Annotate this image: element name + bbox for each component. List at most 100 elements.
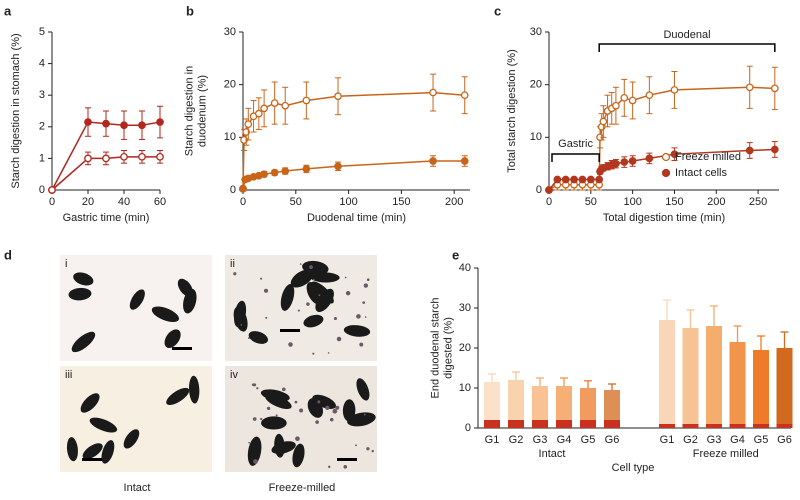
y-tick-label: 0 (230, 184, 236, 196)
y-tick-label: 10 (530, 131, 542, 143)
x-tick-label: 20 (82, 196, 94, 208)
data-point (281, 101, 290, 110)
cell (101, 440, 115, 464)
x-tick-label: 150 (392, 196, 410, 208)
data-point (260, 104, 268, 113)
y-tick-label: 20 (459, 342, 471, 354)
debris (336, 336, 342, 342)
cell (183, 288, 197, 314)
data-point (553, 175, 562, 184)
y-tick-label: 10 (459, 382, 471, 394)
data-point (561, 175, 570, 184)
group-label: Freeze milled (693, 448, 759, 460)
legend-label: Freeze milled (675, 151, 741, 163)
cell (73, 272, 94, 286)
panel-label: b (186, 3, 194, 18)
x-tick-label: G3 (533, 434, 548, 446)
cell (356, 378, 370, 401)
debris (247, 337, 250, 340)
data-point (745, 146, 754, 155)
y-tick-label: 2 (39, 121, 45, 133)
data-point (334, 92, 342, 101)
bar (532, 386, 548, 428)
bar-inner (556, 420, 572, 428)
debris (233, 272, 237, 276)
data-point (645, 91, 654, 100)
panel-label: a (4, 3, 12, 18)
bar-inner (508, 420, 524, 428)
y-tick-label: 1 (39, 152, 45, 164)
data-point (156, 152, 164, 161)
cell (166, 387, 190, 406)
bar (580, 388, 596, 428)
bracket (551, 153, 600, 162)
x-tick-label: G1 (660, 434, 675, 446)
debris (356, 314, 361, 319)
panel-label: e (452, 247, 459, 262)
debris (253, 459, 258, 464)
group-label: Intact (539, 448, 566, 460)
y-tick-label: 30 (530, 26, 542, 38)
micrograph (225, 255, 377, 361)
cell (271, 441, 296, 454)
x-axis-label: Cell type (612, 462, 655, 474)
debris (333, 316, 338, 321)
x-tick-label: 150 (665, 196, 683, 208)
data-point (670, 150, 679, 159)
x-tick-label: 200 (707, 196, 725, 208)
cell (280, 284, 295, 311)
data-point (628, 96, 637, 105)
bar (753, 350, 769, 428)
debris (364, 316, 367, 318)
scale-bar (172, 347, 192, 350)
x-tick-label: G2 (509, 434, 524, 446)
data-point (102, 154, 110, 163)
cell (312, 394, 337, 409)
data-point (302, 96, 311, 105)
debris (355, 444, 357, 447)
cell (343, 325, 371, 337)
cell (303, 314, 324, 328)
data-point (254, 109, 263, 118)
panel-label: d (4, 247, 12, 262)
scale-bar (337, 458, 357, 461)
cell (151, 306, 179, 323)
data-point (429, 157, 437, 165)
image-label: iii (65, 369, 72, 381)
data-point (120, 121, 128, 130)
y-axis-label: Starch digestion in stomach (%) (10, 33, 22, 188)
cell (89, 417, 118, 433)
bar-inner (706, 424, 722, 428)
debris (335, 405, 340, 410)
debris (256, 387, 259, 390)
x-tick-label: G1 (485, 434, 500, 446)
x-tick-label: 0 (546, 196, 552, 208)
cell (265, 394, 292, 409)
debris (275, 414, 278, 417)
bar-inner (484, 420, 500, 428)
data-point (545, 186, 553, 194)
y-tick-label: 4 (39, 58, 45, 70)
debris (306, 302, 310, 306)
y-tick-label: 30 (224, 26, 236, 38)
data-point (612, 101, 620, 110)
cell (164, 329, 181, 348)
y-tick-label: 0 (39, 184, 45, 196)
cell (310, 272, 340, 283)
x-tick-label: 40 (118, 196, 130, 208)
cell (189, 375, 200, 404)
data-point (599, 117, 608, 126)
data-point (460, 157, 469, 165)
x-axis-label: Gastric time (min) (63, 212, 150, 224)
cell (347, 412, 376, 427)
data-point (239, 185, 247, 193)
debris (260, 277, 263, 280)
debris (248, 441, 251, 444)
y-axis-label: End duodenal starch (429, 298, 441, 399)
bar (776, 348, 793, 428)
cell (261, 416, 287, 430)
x-tick-label: 0 (49, 196, 55, 208)
data-point (334, 162, 342, 171)
debris (252, 417, 257, 421)
